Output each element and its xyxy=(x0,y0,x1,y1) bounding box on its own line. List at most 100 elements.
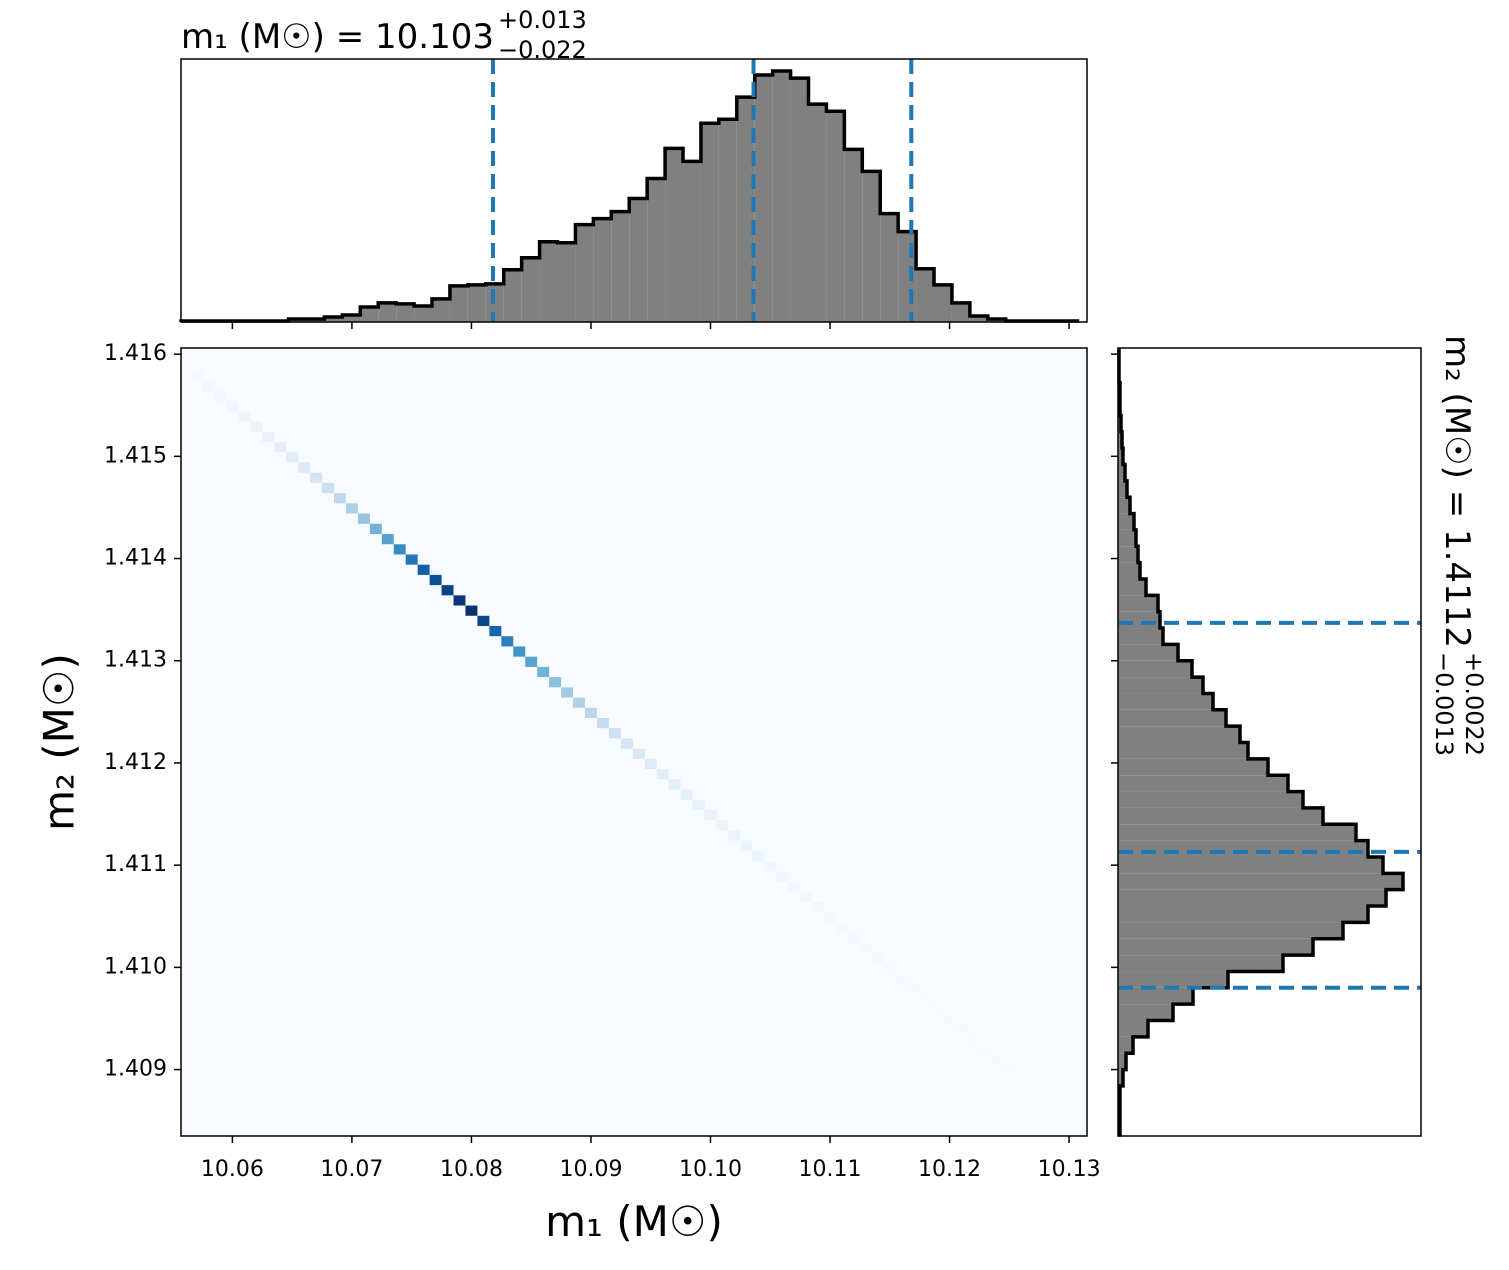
x-axis-label: m₁ (M☉) xyxy=(545,1197,723,1246)
hist-bar xyxy=(1118,840,1368,857)
hist-bar xyxy=(1118,660,1192,678)
heatmap-cell xyxy=(274,442,287,453)
heatmap-cell xyxy=(656,769,669,780)
hist-bar xyxy=(772,71,791,322)
heatmap-cell xyxy=(692,799,705,810)
y-tick-label: 1.413 xyxy=(104,648,167,673)
heatmap-cell xyxy=(668,779,681,790)
hist-outline xyxy=(179,69,1080,323)
hist-bar xyxy=(449,285,468,322)
hist-bar xyxy=(1118,677,1203,694)
x-tick-label: 10.10 xyxy=(679,1157,742,1182)
hist-bar xyxy=(1118,1020,1148,1037)
right-title: m₂ (M☉) = 1.4112 +0.0022 −0.0013 xyxy=(1430,335,1488,756)
hist-bar xyxy=(1118,873,1403,890)
heatmap-cell xyxy=(489,625,502,637)
heatmap-cell xyxy=(190,370,203,381)
hist-bar xyxy=(1118,889,1386,907)
heatmap-cell xyxy=(333,493,346,504)
y-tick-label: 1.415 xyxy=(104,443,167,468)
heatmap-cell xyxy=(238,411,251,422)
y-axis-label: m₂ (M☉) xyxy=(35,653,84,831)
heatmap-cell xyxy=(453,595,466,606)
heatmap-cell xyxy=(477,615,490,626)
hist-bar xyxy=(1118,693,1213,710)
hist-bar xyxy=(718,119,737,322)
hist-bar xyxy=(951,302,970,322)
panel-frame xyxy=(180,347,1088,1137)
right-title-text: m₂ (M☉) = 1.4112 xyxy=(1437,335,1477,648)
hist-bar xyxy=(1118,922,1343,939)
y-tick-label: 1.410 xyxy=(104,954,167,979)
heatmap-cell xyxy=(620,738,633,749)
y-tick-label: 1.416 xyxy=(104,341,167,366)
heatmap-cell xyxy=(716,820,729,831)
hist-bar xyxy=(808,104,827,322)
x-tick-label: 10.09 xyxy=(559,1157,622,1182)
hist-bar xyxy=(611,211,630,322)
hist-bar xyxy=(503,269,522,322)
panel-frame xyxy=(180,58,1088,323)
heatmap-cell xyxy=(967,1034,980,1046)
hist-bar xyxy=(378,302,397,322)
heatmap-cell xyxy=(824,912,836,923)
hist-bar xyxy=(826,111,845,322)
y-tick-label: 1.412 xyxy=(104,750,167,775)
hist-bar xyxy=(665,148,684,322)
heatmap-cell xyxy=(644,758,657,770)
x-tick-label: 10.13 xyxy=(1038,1157,1101,1182)
heatmap-cell xyxy=(584,707,597,718)
hist-bar xyxy=(1118,611,1160,629)
x-tick-label: 10.12 xyxy=(918,1157,981,1182)
heatmap-cell xyxy=(728,830,741,841)
heatmap-cell xyxy=(250,421,263,432)
heatmap-cell xyxy=(943,1014,956,1025)
hist-bar xyxy=(898,231,917,322)
heatmap-cell xyxy=(800,891,813,902)
hist-bar xyxy=(575,224,594,322)
heatmap-cell xyxy=(871,953,884,964)
heatmap-cell xyxy=(322,482,334,494)
hist-bar xyxy=(1118,709,1226,727)
hist-bar xyxy=(1118,1053,1126,1070)
heatmap-cell xyxy=(931,1004,944,1015)
heatmap-cell xyxy=(286,452,299,463)
heatmap-cell xyxy=(680,789,693,800)
heatmap-cell xyxy=(202,380,215,391)
hist-bar xyxy=(1118,906,1368,923)
hist-bar xyxy=(700,123,719,322)
heatmap-cell xyxy=(812,901,825,913)
hist-bar xyxy=(754,75,773,322)
hist-bar xyxy=(414,305,433,322)
heatmap-cell xyxy=(441,585,454,596)
heatmap-cell xyxy=(549,677,562,688)
hist-bar xyxy=(1118,480,1127,498)
hist-bar xyxy=(1118,513,1134,530)
hist-bar xyxy=(467,284,486,322)
hist-bar xyxy=(969,315,988,322)
hist-bar xyxy=(1118,562,1140,579)
heatmap-cell xyxy=(788,881,801,892)
hist-bar xyxy=(1118,1004,1173,1021)
hist-bar xyxy=(1118,628,1163,645)
heatmap-cell xyxy=(955,1024,968,1035)
y-tick-label: 1.411 xyxy=(104,852,167,877)
hist-bar xyxy=(1118,971,1228,988)
heatmap-cell xyxy=(895,973,908,984)
hist-bar xyxy=(1118,595,1158,612)
hist-bar xyxy=(557,242,576,322)
heatmap-cell xyxy=(919,993,932,1005)
heatmap-cell xyxy=(357,513,370,524)
heatmap-cell xyxy=(429,574,442,586)
top-title-upper: +0.013 xyxy=(498,6,587,34)
hist-bar xyxy=(1118,464,1125,481)
hist-bar xyxy=(432,298,450,322)
hist-bar xyxy=(683,161,701,322)
hist-bar xyxy=(736,97,755,322)
heatmap-cell xyxy=(764,861,777,872)
hist-bar xyxy=(1118,546,1138,563)
hist-bar xyxy=(1118,1036,1133,1054)
heatmap-cell xyxy=(776,871,789,882)
heatmap-cell xyxy=(991,1055,1004,1066)
top-title-lower: −0.022 xyxy=(498,36,587,64)
